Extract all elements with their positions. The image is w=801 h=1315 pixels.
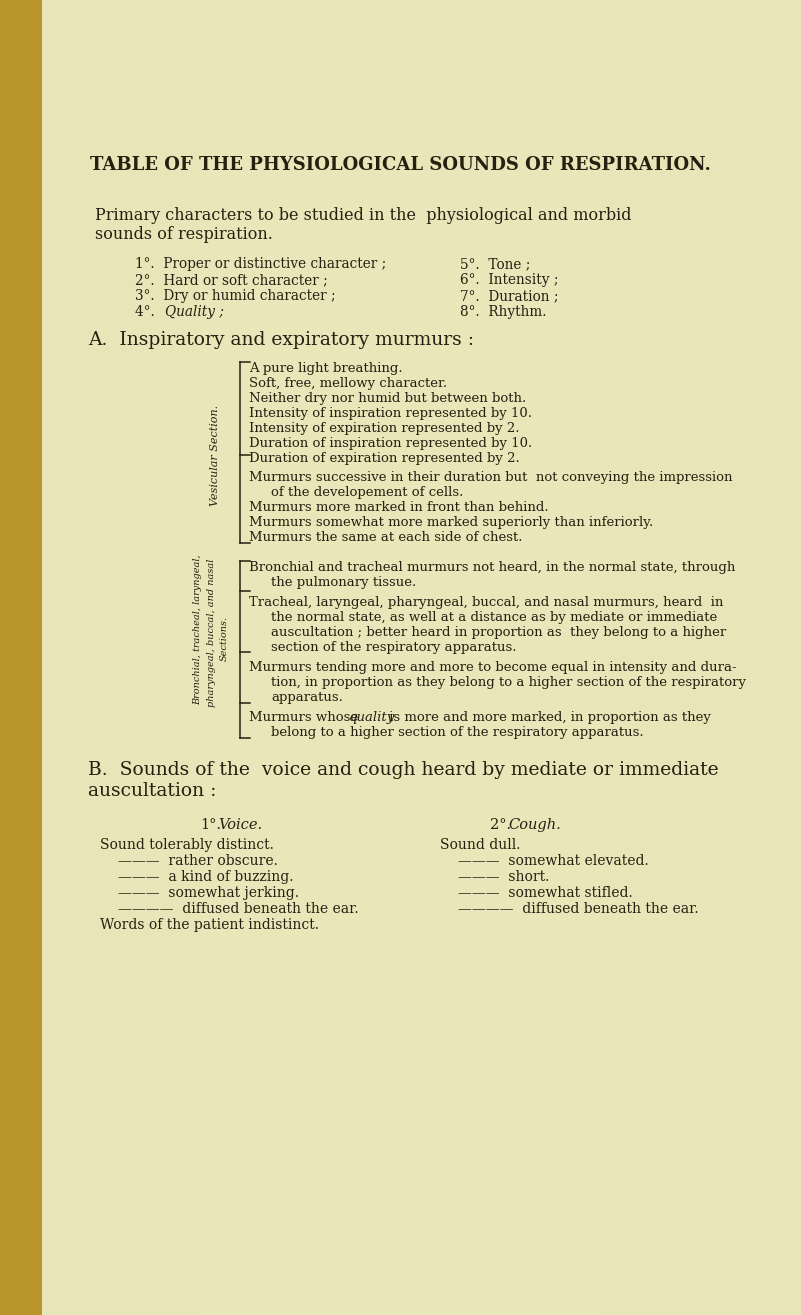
Text: 3°.  Dry or humid character ;: 3°. Dry or humid character ; <box>135 289 336 302</box>
Text: is more and more marked, in proportion as they: is more and more marked, in proportion a… <box>385 710 710 723</box>
Text: apparatus.: apparatus. <box>271 690 343 704</box>
Text: ———  rather obscure.: ——— rather obscure. <box>118 853 278 868</box>
Text: tion, in proportion as they belong to a higher section of the respiratory: tion, in proportion as they belong to a … <box>271 676 746 689</box>
Text: Tracheal, laryngeal, pharyngeal, buccal, and nasal murmurs, heard  in: Tracheal, laryngeal, pharyngeal, buccal,… <box>249 596 723 609</box>
Text: 5°.  Tone ;: 5°. Tone ; <box>460 256 530 271</box>
Text: Cough.: Cough. <box>508 818 561 832</box>
Bar <box>0 0 42 1315</box>
Text: Sections.: Sections. <box>219 615 228 660</box>
Text: Murmurs more marked in front than behind.: Murmurs more marked in front than behind… <box>249 501 549 513</box>
Text: of the developement of cells.: of the developement of cells. <box>271 485 463 498</box>
Text: ————  diffused beneath the ear.: ———— diffused beneath the ear. <box>458 902 698 917</box>
Text: Vesicular Section.: Vesicular Section. <box>210 405 220 505</box>
Text: ———  somewhat stifled.: ——— somewhat stifled. <box>458 886 633 899</box>
Text: Quality ;: Quality ; <box>165 305 224 320</box>
Text: 1°.: 1°. <box>200 818 221 832</box>
Text: Murmurs somewhat more marked superiorly than inferiorly.: Murmurs somewhat more marked superiorly … <box>249 515 654 529</box>
Text: A.  Inspiratory and expiratory murmurs :: A. Inspiratory and expiratory murmurs : <box>88 331 474 348</box>
Text: B.  Sounds of the  voice and cough heard by mediate or immediate: B. Sounds of the voice and cough heard b… <box>88 761 718 778</box>
Text: ———  somewhat elevated.: ——— somewhat elevated. <box>458 853 649 868</box>
Text: auscultation :: auscultation : <box>88 782 216 800</box>
Text: ———  a kind of buzzing.: ——— a kind of buzzing. <box>118 871 293 884</box>
Text: Neither dry nor humid but between both.: Neither dry nor humid but between both. <box>249 392 526 405</box>
Text: ———  somewhat jerking.: ——— somewhat jerking. <box>118 886 299 899</box>
Text: 8°.  Rhythm.: 8°. Rhythm. <box>460 305 546 320</box>
Text: Words of the patient indistinct.: Words of the patient indistinct. <box>100 918 319 932</box>
Text: Murmurs the same at each side of chest.: Murmurs the same at each side of chest. <box>249 530 522 543</box>
Text: 4°.: 4°. <box>135 305 163 320</box>
Text: ———  short.: ——— short. <box>458 871 549 884</box>
Text: Murmurs whose: Murmurs whose <box>249 710 362 723</box>
Text: quality: quality <box>349 710 395 723</box>
Text: Intensity of inspiration represented by 10.: Intensity of inspiration represented by … <box>249 406 532 419</box>
Text: Murmurs successive in their duration but  not conveying the impression: Murmurs successive in their duration but… <box>249 471 732 484</box>
Text: ————  diffused beneath the ear.: ———— diffused beneath the ear. <box>118 902 359 917</box>
Text: Murmurs tending more and more to become equal in intensity and dura-: Murmurs tending more and more to become … <box>249 660 737 673</box>
Text: Sound tolerably distinct.: Sound tolerably distinct. <box>100 838 274 852</box>
Text: 6°.  Intensity ;: 6°. Intensity ; <box>460 274 558 287</box>
Text: sounds of respiration.: sounds of respiration. <box>95 225 273 242</box>
Text: the pulmonary tissue.: the pulmonary tissue. <box>271 576 417 589</box>
Text: belong to a higher section of the respiratory apparatus.: belong to a higher section of the respir… <box>271 726 644 739</box>
Text: Bronchial, tracheal, laryngeal,: Bronchial, tracheal, laryngeal, <box>194 555 203 705</box>
Text: Duration of expiration represented by 2.: Duration of expiration represented by 2. <box>249 451 520 464</box>
Text: Voice.: Voice. <box>218 818 262 832</box>
Text: pharyngeal, buccal, and nasal: pharyngeal, buccal, and nasal <box>207 559 215 707</box>
Text: auscultation ; better heard in proportion as  they belong to a higher: auscultation ; better heard in proportio… <box>271 626 727 639</box>
Text: 2°.  Hard or soft character ;: 2°. Hard or soft character ; <box>135 274 328 287</box>
Text: section of the respiratory apparatus.: section of the respiratory apparatus. <box>271 640 517 654</box>
Text: the normal state, as well at a distance as by mediate or immediate: the normal state, as well at a distance … <box>271 610 717 623</box>
Text: Bronchial and tracheal murmurs not heard, in the normal state, through: Bronchial and tracheal murmurs not heard… <box>249 560 735 573</box>
Bar <box>200 0 600 1315</box>
Text: A pure light breathing.: A pure light breathing. <box>249 362 403 375</box>
Text: Primary characters to be studied in the  physiological and morbid: Primary characters to be studied in the … <box>95 206 631 224</box>
Text: Sound dull.: Sound dull. <box>440 838 521 852</box>
Text: Duration of inspiration represented by 10.: Duration of inspiration represented by 1… <box>249 437 532 450</box>
Text: Intensity of expiration represented by 2.: Intensity of expiration represented by 2… <box>249 422 520 434</box>
Text: TABLE OF THE PHYSIOLOGICAL SOUNDS OF RESPIRATION.: TABLE OF THE PHYSIOLOGICAL SOUNDS OF RES… <box>90 156 710 174</box>
Text: 2°.: 2°. <box>490 818 511 832</box>
Text: 1°.  Proper or distinctive character ;: 1°. Proper or distinctive character ; <box>135 256 386 271</box>
Text: 7°.  Duration ;: 7°. Duration ; <box>460 289 558 302</box>
Text: Soft, free, mellowy character.: Soft, free, mellowy character. <box>249 376 447 389</box>
